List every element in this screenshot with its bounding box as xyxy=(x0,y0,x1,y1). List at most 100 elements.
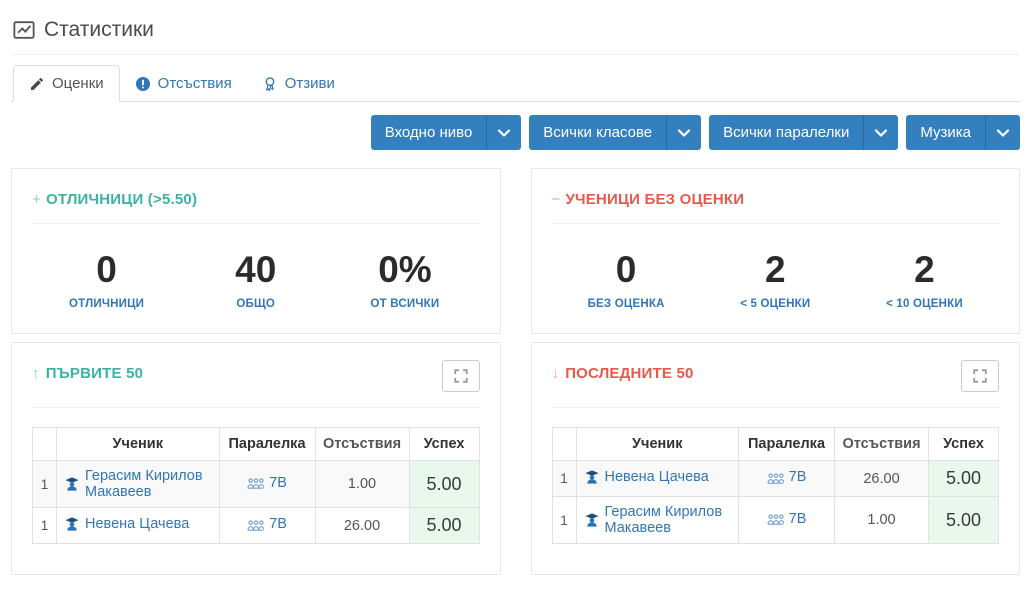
tab-label: Отсъствия xyxy=(157,75,232,92)
plus-sign: + xyxy=(32,191,41,208)
col-student: Ученик xyxy=(575,427,739,461)
tab-label: Отзиви xyxy=(284,75,335,92)
chevron-down-icon[interactable] xyxy=(985,115,1020,150)
stat-value: 0 xyxy=(96,249,117,290)
stat-value: 2 xyxy=(764,249,786,290)
class-link[interactable]: 7В xyxy=(767,511,806,527)
group-icon xyxy=(767,471,784,484)
last-50-table: Ученик Паралелка Отсъствия Успех 1 Невен… xyxy=(551,427,999,544)
student-link[interactable]: Невена Цачева xyxy=(65,516,189,532)
grade-cell: 5.00 xyxy=(408,460,480,508)
stat-label: ОБЩО xyxy=(236,297,276,310)
filters-row: Входно ниво Всички класове Всички парале… xyxy=(11,115,1020,150)
col-absences: Отсъствия xyxy=(314,427,410,461)
class-link[interactable]: 7В xyxy=(247,475,287,491)
pencil-icon xyxy=(29,76,45,92)
col-rank xyxy=(551,427,577,461)
student-link[interactable]: Невена Цачева xyxy=(584,469,709,485)
page-header: Статистики xyxy=(11,14,1020,55)
stat-label: БЕЗ ОЦЕНКА xyxy=(587,297,665,310)
col-grade: Успех xyxy=(928,427,999,461)
table-row: 1 Герасим Кирилов Макавеев 7В 1.00 5.00 xyxy=(32,460,480,508)
table-cards-row: ↑ ПЪРВИТЕ 50 Ученик Паралелка Отсъствия xyxy=(11,342,1020,575)
page-container: Статистики Оценки Отсъствия Отзиви Входн… xyxy=(11,14,1020,575)
expand-icon xyxy=(453,369,468,383)
filter-label: Входно ниво xyxy=(384,124,473,141)
col-grade: Успех xyxy=(408,427,480,461)
student-link[interactable]: Герасим Кирилов Макавеев xyxy=(584,504,733,536)
fullscreen-button[interactable] xyxy=(441,360,480,392)
fullscreen-button[interactable] xyxy=(961,360,999,392)
class-cell: 7В xyxy=(218,460,316,508)
expand-icon xyxy=(973,369,987,383)
class-cell: 7В xyxy=(738,460,835,497)
table-row: 1 Герасим Кирилов Макавеев 7В 1.00 5.00 xyxy=(551,496,999,544)
chevron-down-icon[interactable] xyxy=(863,115,898,150)
rank-cell: 1 xyxy=(32,460,57,508)
divider xyxy=(551,223,999,224)
last-50-card: ↓ ПОСЛЕДНИТЕ 50 Ученик Паралелка Отсъстви… xyxy=(530,342,1020,575)
divider xyxy=(551,407,999,408)
info-circle-icon xyxy=(135,76,151,92)
minus-sign: − xyxy=(551,191,561,208)
student-link[interactable]: Герасим Кирилов Макавеев xyxy=(65,468,213,500)
first-50-table: Ученик Паралелка Отсъствия Успех 1 Герас… xyxy=(32,427,480,544)
grade-cell: 5.00 xyxy=(928,460,999,497)
stat-block: 40 ОБЩО xyxy=(181,249,330,310)
stat-value: 0% xyxy=(378,249,432,290)
stats-row: 0 ОТЛИЧНИЦИ 40 ОБЩО 0% ОТ ВСИЧКИ xyxy=(32,249,480,310)
absences-cell: 1.00 xyxy=(314,460,410,508)
student-cell: Герасим Кирилов Макавеев xyxy=(575,496,739,544)
stat-label: ОТ ВСИЧКИ xyxy=(370,297,440,310)
student-icon xyxy=(65,517,79,531)
class-link[interactable]: 7В xyxy=(767,469,806,485)
rank-cell: 1 xyxy=(551,460,577,497)
top-students-card: + ОТЛИЧНИЦИ (>5.50) 0 ОТЛИЧНИЦИ 40 ОБЩО 0… xyxy=(11,168,501,334)
filter-term-dropdown[interactable]: Входно ниво xyxy=(370,115,522,150)
col-rank xyxy=(32,427,57,461)
group-icon xyxy=(247,518,265,531)
col-absences: Отсъствия xyxy=(834,427,929,461)
table-row: 1 Невена Цачева 7В 26.00 5.00 xyxy=(32,507,480,544)
stat-cards-row: + ОТЛИЧНИЦИ (>5.50) 0 ОТЛИЧНИЦИ 40 ОБЩО 0… xyxy=(11,168,1020,334)
stat-value: 40 xyxy=(235,249,277,290)
class-link[interactable]: 7В xyxy=(247,516,287,532)
chevron-down-icon[interactable] xyxy=(666,115,701,150)
student-cell: Невена Цачева xyxy=(575,460,739,497)
stat-value: 0 xyxy=(615,249,637,290)
tab-reviews[interactable]: Отзиви xyxy=(247,65,350,102)
filter-subject-dropdown[interactable]: Музика xyxy=(906,115,1020,150)
filter-grades-dropdown[interactable]: Всички класове xyxy=(529,115,702,150)
filter-label: Музика xyxy=(920,124,971,141)
first-50-card: ↑ ПЪРВИТЕ 50 Ученик Паралелка Отсъствия xyxy=(11,342,501,575)
student-icon xyxy=(65,477,79,491)
stat-block: 0 БЕЗ ОЦЕНКА xyxy=(552,249,701,310)
student-cell: Невена Цачева xyxy=(56,507,220,544)
divider xyxy=(32,407,480,408)
table-header-row: Ученик Паралелка Отсъствия Успех xyxy=(551,427,999,461)
absences-cell: 1.00 xyxy=(834,496,929,544)
class-cell: 7В xyxy=(218,507,316,544)
stat-label: < 10 ОЦЕНКИ xyxy=(886,297,963,310)
table-row: 1 Невена Цачева 7В 26.00 5.00 xyxy=(551,460,999,497)
tab-grades[interactable]: Оценки xyxy=(13,65,120,102)
filter-classes-dropdown[interactable]: Всички паралелки xyxy=(709,115,899,150)
rank-cell: 1 xyxy=(551,496,577,544)
rank-cell: 1 xyxy=(32,507,57,544)
col-class: Паралелка xyxy=(218,427,316,461)
student-icon xyxy=(584,513,599,527)
grade-cell: 5.00 xyxy=(408,507,480,544)
tab-label: Оценки xyxy=(52,75,104,92)
filter-label: Всички паралелки xyxy=(723,124,850,141)
stat-label: < 5 ОЦЕНКИ xyxy=(740,297,811,310)
stat-value: 2 xyxy=(914,249,935,290)
card-title: ↑ ПЪРВИТЕ 50 xyxy=(32,365,144,382)
tab-absences[interactable]: Отсъствия xyxy=(120,65,247,102)
card-head: ↑ ПЪРВИТЕ 50 xyxy=(32,360,480,392)
col-student: Ученик xyxy=(56,427,220,461)
chevron-down-icon[interactable] xyxy=(486,115,521,150)
page-title: Статистики xyxy=(44,18,154,41)
stat-block: 2 < 10 ОЦЕНКИ xyxy=(850,249,999,310)
stat-label: ОТЛИЧНИЦИ xyxy=(69,297,145,310)
line-chart-icon xyxy=(13,19,35,41)
